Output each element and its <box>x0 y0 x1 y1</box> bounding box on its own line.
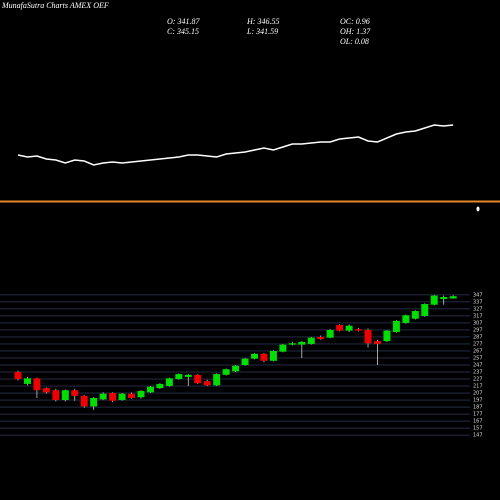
candle-body <box>175 374 183 380</box>
candle-body <box>260 353 268 361</box>
candle-body <box>203 381 211 386</box>
candle-body <box>61 390 69 401</box>
y-tick-label: 157 <box>473 426 483 432</box>
candle-body <box>402 315 410 323</box>
candle-body <box>373 341 381 344</box>
candle-body <box>90 397 98 407</box>
y-tick-label: 237 <box>473 370 483 376</box>
y-tick-label: 277 <box>473 341 483 347</box>
stat: OH: 1.37 <box>340 27 371 36</box>
candle-body <box>364 329 372 344</box>
y-tick-label: 327 <box>473 306 483 312</box>
candle-body <box>279 344 287 352</box>
y-tick-label: 297 <box>473 327 483 333</box>
stat: OL: 0.08 <box>340 37 369 46</box>
candle-body <box>128 393 136 398</box>
candle-body <box>99 393 107 400</box>
y-tick-label: 217 <box>473 384 483 390</box>
y-tick-label: 267 <box>473 348 483 354</box>
y-tick-label: 337 <box>473 299 483 305</box>
candle-body <box>269 350 277 361</box>
candle-body <box>52 390 60 401</box>
candle-body <box>298 341 306 345</box>
candle-body <box>194 374 202 384</box>
candle-body <box>14 372 22 380</box>
candle-body <box>156 383 164 389</box>
candle-body <box>165 378 173 387</box>
y-tick-label: 287 <box>473 334 483 340</box>
y-tick-label: 207 <box>473 391 483 397</box>
candle-body <box>241 358 249 365</box>
y-tick-label: 257 <box>473 355 483 361</box>
candle-body <box>288 343 296 345</box>
candle-body <box>213 374 221 386</box>
candle-body <box>80 395 88 407</box>
stat: O: 341.87 <box>167 17 200 26</box>
candle-body <box>33 378 41 391</box>
y-tick-label: 247 <box>473 363 483 369</box>
y-tick-label: 307 <box>473 320 483 326</box>
candle-body <box>449 296 457 299</box>
candle-body <box>146 386 154 393</box>
candle-body <box>232 365 240 372</box>
candle-body <box>440 297 448 300</box>
candle-body <box>355 329 363 331</box>
price-line <box>17 124 454 166</box>
candle-body <box>345 325 353 331</box>
y-tick-label: 197 <box>473 398 483 404</box>
candle-body <box>222 369 230 375</box>
candle-body <box>42 388 50 393</box>
y-tick-label: 227 <box>473 377 483 383</box>
candle-body <box>23 378 31 384</box>
candle-body <box>184 374 192 377</box>
y-tick-label: 167 <box>473 419 483 425</box>
candle-body <box>251 353 258 359</box>
stat: OC: 0.96 <box>340 17 370 26</box>
candle-body <box>383 330 391 342</box>
candle-body <box>392 320 400 333</box>
chart-title: MunafaSutra Charts AMEX OEF <box>1 1 109 10</box>
candle-body <box>307 337 315 344</box>
candle-body <box>326 329 334 338</box>
candle-body <box>137 390 145 398</box>
y-tick-label: 347 <box>473 292 483 298</box>
y-tick-label: 177 <box>473 412 483 418</box>
y-tick-label: 147 <box>473 433 483 439</box>
candle-body <box>71 390 79 396</box>
candle-body <box>317 336 325 340</box>
candle-body <box>430 295 438 305</box>
stat: C: 345.15 <box>167 27 199 36</box>
stat: H: 346.55 <box>246 17 279 26</box>
candle-body <box>411 311 419 319</box>
marker <box>476 206 480 212</box>
candle-body <box>421 304 429 316</box>
stat: L: 341.59 <box>246 27 278 36</box>
y-tick-label: 317 <box>473 313 483 319</box>
y-tick-label: 187 <box>473 405 483 411</box>
candle-body <box>118 393 126 401</box>
candle-body <box>336 325 344 331</box>
candle-body <box>109 393 117 401</box>
